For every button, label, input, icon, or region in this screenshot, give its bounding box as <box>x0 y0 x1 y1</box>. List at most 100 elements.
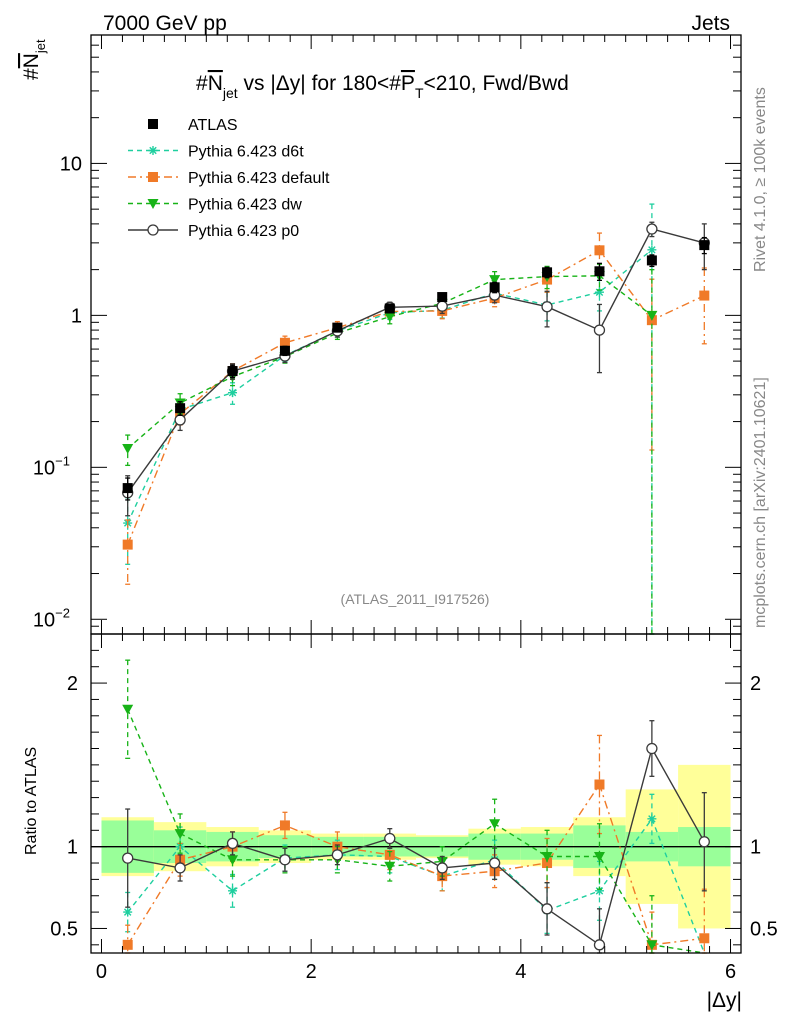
lower-y-tick-label-left: 0.5 <box>50 918 78 940</box>
series-line-d6t <box>127 249 653 524</box>
upper-y-tick-label-exp: −2 <box>55 605 70 620</box>
series-line-dw <box>127 275 653 450</box>
upper-y-tick-label-base: 10 <box>33 609 55 631</box>
legend-label-p0: Pythia 6.423 p0 <box>188 223 299 240</box>
title-p: P <box>401 72 415 95</box>
legend-label-dw: Pythia 6.423 dw <box>188 197 302 214</box>
ratio-point-p0-8 <box>541 903 553 915</box>
legend-label-default: Pythia 6.423 default <box>188 170 330 187</box>
legend-marker-dw <box>147 199 159 209</box>
ratio-point-p0-3 <box>279 854 291 866</box>
rivet-version-label: Rivet 4.1.0, ≥ 100k events <box>752 87 769 272</box>
ratio-point-d6t-9 <box>594 886 604 896</box>
x-axis-label: |Δy| <box>707 989 742 1012</box>
upper-y-tick-label: 10−1 <box>33 453 70 479</box>
point-data-2 <box>227 366 238 377</box>
ratio-point-p0-5 <box>384 832 396 845</box>
main-title: #Njet vs |Δy| for 180<#PT<210, Fwd/Bwd <box>196 72 569 101</box>
point-p0-1 <box>174 414 186 426</box>
series-d6t <box>123 203 657 635</box>
lower-y-tick-label-left: 2 <box>67 673 78 695</box>
ratio-line-default <box>127 782 705 946</box>
header-category-label: Jets <box>691 12 730 35</box>
point-data-9 <box>594 266 605 277</box>
point-dw-0 <box>122 444 134 455</box>
ratio-point-p0-2 <box>226 837 239 850</box>
ylabel-hash: # <box>20 68 43 80</box>
analysis-watermark: (ATLAS_2011_I917526) <box>341 591 490 607</box>
point-default-11 <box>699 290 710 301</box>
upper-y-tick-label: 1 <box>71 305 82 327</box>
point-data-4 <box>332 322 343 333</box>
point-d6t-9 <box>594 287 604 297</box>
legend-item-dw: Pythia 6.423 dw <box>128 197 302 214</box>
lower-series-layer <box>122 659 710 954</box>
x-tick-label-2: 2 <box>306 961 317 983</box>
ratio-line-p0 <box>127 746 705 946</box>
ratio-point-default-8 <box>542 858 553 869</box>
lower-y-tick-label-left: 1 <box>67 837 78 859</box>
point-default-3 <box>279 337 290 348</box>
point-data-7 <box>489 282 500 293</box>
upper-y-tick-label: 10 <box>60 153 82 175</box>
upper-y-tick-label-exp: −1 <box>55 453 70 468</box>
ratio-point-d6t-2 <box>228 886 238 896</box>
legend-item-default: Pythia 6.423 default <box>128 170 330 187</box>
point-default-0 <box>122 539 133 550</box>
ratio-point-default-11 <box>699 933 710 944</box>
ratio-series-p0 <box>122 720 710 954</box>
series-line-p0 <box>127 228 705 494</box>
legend-label-d6t: Pythia 6.423 d6t <box>188 144 304 161</box>
ratio-point-dw-0 <box>122 704 134 715</box>
ratio-point-dw-7 <box>489 819 501 830</box>
upper-y-tick-label-base: 10 <box>33 457 55 479</box>
x-tick-label-6: 6 <box>725 961 736 983</box>
ratio-point-p0-9 <box>593 939 606 951</box>
ylabel-sub: jet <box>33 39 48 54</box>
header-energy-label: 7000 GeV pp <box>103 12 227 35</box>
point-data-3 <box>279 345 290 356</box>
upper-y-tick-label-base: 10 <box>60 153 82 175</box>
ratio-point-dw-5 <box>384 861 396 872</box>
legend: ATLAS Pythia 6.423 d6t Pythia 6.423 defaul… <box>128 117 330 240</box>
ratio-series-dw <box>122 659 705 954</box>
upper-y-axis-label: #Njet <box>20 39 48 80</box>
ratio-point-p0-1 <box>174 862 186 874</box>
title-post: <210, Fwd/Bwd <box>424 72 569 95</box>
legend-marker-data <box>148 119 158 129</box>
upper-series-layer <box>122 203 710 635</box>
ratio-point-default-0 <box>122 939 133 950</box>
x-tick-label-4: 4 <box>515 961 526 983</box>
legend-marker-default <box>148 172 158 182</box>
legend-marker-d6t <box>148 146 158 155</box>
ratio-point-d6t-0 <box>123 907 133 917</box>
series-line-default <box>127 249 705 545</box>
title-jet-sub: jet <box>222 85 238 101</box>
ratio-point-dw-10 <box>646 940 658 951</box>
ratio-point-dw-9 <box>593 851 605 862</box>
point-data-1 <box>175 403 186 414</box>
lower-bands-layer <box>91 764 741 929</box>
lower-y-tick-label-right: 2 <box>750 673 761 695</box>
point-data-6 <box>437 292 448 303</box>
point-dw-7 <box>489 275 501 286</box>
ratio-point-p0-11 <box>698 836 710 848</box>
point-p0-10 <box>646 223 658 235</box>
legend-label-data: ATLAS <box>188 117 238 134</box>
point-data-5 <box>384 303 395 314</box>
mcplots-label: mcplots.cern.ch [arXiv:2401.10621] <box>752 377 769 628</box>
title-mid: vs |Δy| for 180<# <box>238 72 402 95</box>
point-data-11 <box>699 240 710 251</box>
title-n: N <box>208 72 223 95</box>
ratio-point-p0-6 <box>436 862 448 874</box>
ratio-line-dw <box>127 709 705 954</box>
lower-axes-layer: 0 2 4 6 0.5 0.5 1 1 2 2 <box>50 633 778 983</box>
point-p0-9 <box>593 324 606 336</box>
ratio-point-default-3 <box>279 820 290 831</box>
point-d6t-10 <box>647 245 657 255</box>
point-data-0 <box>122 483 133 494</box>
point-dw-5 <box>384 312 396 323</box>
x-tick-label-0: 0 <box>96 961 107 983</box>
